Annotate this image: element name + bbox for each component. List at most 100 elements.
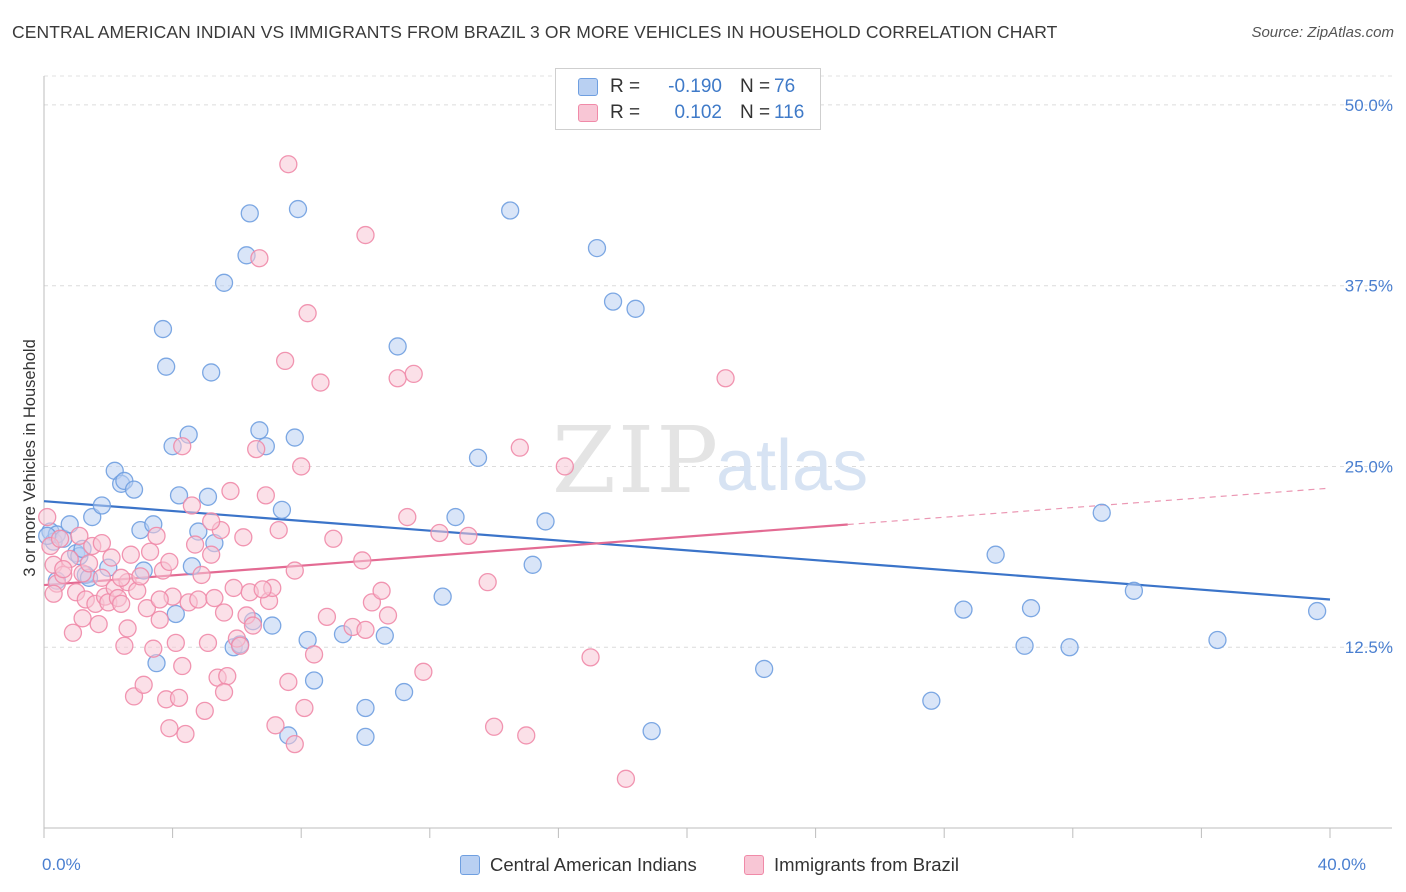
data-point	[160, 552, 179, 572]
data-point	[1060, 638, 1079, 657]
data-point	[626, 299, 645, 318]
data-point	[250, 249, 269, 268]
data-point	[250, 421, 269, 440]
chart-title: CENTRAL AMERICAN INDIAN VS IMMIGRANTS FR…	[12, 22, 1058, 42]
data-point	[121, 545, 140, 564]
y-tick-label: 37.5%	[1345, 277, 1393, 296]
series-immigrants-from-brazil	[38, 155, 735, 788]
data-point	[353, 551, 372, 570]
y-tick-label: 25.0%	[1345, 457, 1393, 476]
data-point	[150, 590, 169, 609]
r-label: R =	[610, 76, 641, 97]
data-point	[555, 457, 574, 476]
data-point	[317, 607, 337, 627]
data-point	[214, 682, 234, 702]
data-point	[446, 507, 465, 527]
data-point	[247, 439, 266, 459]
legend-item-central-american-indians[interactable]: Central American Indians	[460, 852, 697, 878]
data-point	[221, 481, 240, 501]
data-point	[169, 486, 189, 505]
data-point	[205, 588, 224, 608]
data-point	[288, 199, 308, 219]
data-point	[102, 548, 121, 567]
data-point	[73, 609, 92, 628]
y-tick-label: 12.5%	[1345, 638, 1393, 657]
data-point	[115, 636, 134, 655]
data-point	[63, 623, 83, 642]
data-point	[414, 662, 433, 681]
y-tick-label: 50.0%	[1345, 96, 1393, 115]
data-point	[44, 584, 63, 603]
data-point	[430, 523, 449, 543]
data-point	[272, 500, 292, 519]
data-point	[185, 535, 205, 554]
trend-line-extension	[847, 487, 1331, 526]
data-point	[388, 337, 407, 356]
data-point	[459, 526, 478, 546]
legend-label: Central American Indians	[490, 854, 697, 875]
data-point	[134, 675, 153, 694]
data-point	[356, 727, 375, 747]
data-point	[394, 682, 414, 702]
data-point	[157, 357, 176, 376]
data-point	[89, 614, 108, 634]
watermark: ZIP atlas	[552, 407, 868, 514]
data-point	[716, 369, 735, 388]
data-point	[202, 545, 221, 564]
data-point	[118, 619, 137, 638]
data-point	[147, 526, 166, 546]
data-point	[285, 428, 304, 447]
legend-item-immigrants-from-brazil[interactable]: Immigrants from Brazil	[744, 852, 959, 878]
data-point	[92, 568, 112, 587]
data-point	[603, 292, 623, 311]
data-point	[173, 656, 192, 676]
data-point	[285, 734, 304, 754]
data-point	[501, 201, 520, 220]
data-point	[79, 554, 99, 573]
data-point	[484, 717, 504, 736]
legend-swatch-blue	[578, 78, 598, 96]
data-point	[224, 578, 243, 598]
data-point	[285, 561, 304, 580]
n-label: N =	[740, 76, 771, 97]
data-point	[166, 633, 185, 653]
data-point	[1015, 636, 1034, 655]
data-point	[468, 448, 488, 467]
data-point	[160, 719, 179, 738]
grid-lines	[44, 75, 1392, 648]
data-point	[1021, 599, 1041, 618]
legend-swatch-blue	[460, 855, 480, 875]
data-point	[295, 698, 314, 718]
series-legend: Central American Indians Immigrants from…	[0, 852, 1406, 878]
data-point	[954, 600, 973, 619]
data-point	[279, 155, 298, 174]
data-point	[1124, 581, 1144, 600]
trend-line	[43, 500, 1331, 601]
data-point	[1208, 630, 1227, 650]
data-point	[189, 590, 208, 609]
y-axis-label: 3 or more Vehicles in Household	[21, 339, 39, 577]
data-point	[398, 507, 417, 527]
trend-line	[43, 523, 848, 587]
data-point	[70, 526, 89, 546]
data-point	[214, 603, 234, 622]
data-point	[92, 533, 112, 553]
data-point	[137, 599, 157, 618]
data-point	[279, 672, 298, 692]
data-point	[54, 559, 73, 579]
legend-row-central-american: R = -0.190 N = 76	[578, 74, 816, 100]
data-point	[38, 507, 57, 527]
data-point	[478, 573, 497, 592]
data-point	[198, 487, 218, 506]
data-point	[433, 587, 452, 606]
data-point	[214, 273, 234, 292]
data-point	[642, 721, 661, 741]
data-point	[304, 645, 324, 664]
data-point	[50, 529, 70, 548]
data-point	[536, 512, 555, 531]
data-point	[240, 204, 259, 223]
data-point	[587, 238, 607, 258]
data-point	[234, 528, 253, 547]
r-label: R =	[610, 102, 641, 123]
